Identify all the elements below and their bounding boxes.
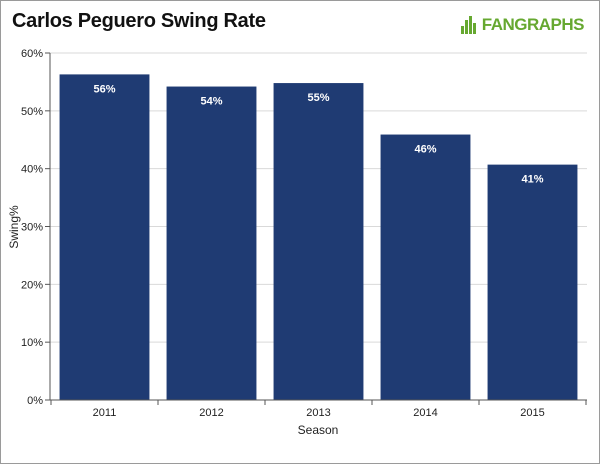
x-tick-label: 2011 — [93, 407, 117, 419]
y-tick-label: 60% — [21, 48, 43, 60]
x-axis: 2011 2012 2013 2014 2015 — [50, 399, 587, 419]
y-tick-label: 50% — [21, 106, 43, 118]
fangraphs-logo-text: FANGRAPHS — [481, 15, 585, 34]
bar — [166, 86, 257, 400]
fangraphs-logo-icon — [460, 16, 476, 34]
y-axis: 0% 10% 20% 30% 40% 50% 60% — [21, 48, 51, 407]
chart-title: Carlos Peguero Swing Rate — [12, 10, 266, 32]
x-axis-title: Season — [298, 423, 339, 437]
bar-value-label: 46% — [414, 144, 436, 156]
bar — [380, 134, 471, 401]
y-tick-label: 0% — [27, 395, 43, 407]
bar-value-label: 54% — [200, 96, 222, 108]
bar — [487, 164, 578, 400]
bar — [273, 83, 364, 400]
bar — [59, 74, 150, 401]
y-tick-label: 10% — [21, 337, 43, 349]
y-axis-title: Swing% — [7, 205, 21, 249]
x-tick-label: 2014 — [413, 407, 437, 419]
x-tick-label: 2012 — [199, 407, 223, 419]
y-tick-label: 40% — [21, 164, 43, 176]
bars — [59, 74, 578, 401]
bar-value-label: 55% — [307, 92, 329, 104]
x-tick-label: 2015 — [520, 407, 544, 419]
bar-value-labels: 56% 54% 55% 46% 41% — [93, 83, 543, 185]
x-tick-label: 2013 — [306, 407, 330, 419]
y-tick-label: 30% — [21, 222, 43, 234]
fangraphs-logo: FANGRAPHS — [460, 14, 585, 36]
y-tick-label: 20% — [21, 279, 43, 291]
bar-value-label: 56% — [93, 83, 115, 95]
bar-value-label: 41% — [521, 174, 543, 186]
